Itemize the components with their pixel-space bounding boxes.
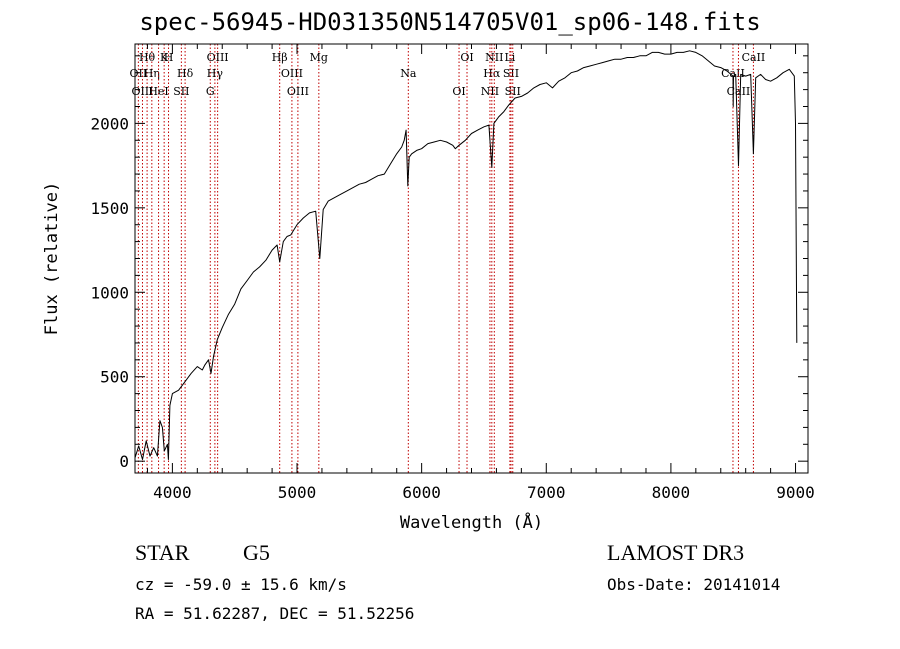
x-axis-label: Wavelength (Å) — [400, 511, 543, 533]
redshift-text: cz = -59.0 ± 15.6 km/s — [135, 575, 347, 594]
x-tick-label: 7000 — [527, 483, 566, 502]
object-class: STAR — [135, 540, 190, 565]
spectral-line-label: Mg — [310, 51, 328, 64]
obs-date: Obs-Date: 20141014 — [607, 575, 781, 594]
x-tick-label: 6000 — [402, 483, 441, 502]
spectral-line-label: OIII — [131, 85, 153, 98]
x-tick-label: 8000 — [652, 483, 691, 502]
spectral-line-label: CaII — [742, 51, 766, 64]
spectral-line-label: Hδ — [177, 67, 194, 80]
coordinates: RA = 51.62287, DEC = 51.52256 — [135, 604, 415, 623]
spectral-line-label: H — [164, 51, 174, 64]
y-tick-label: 1500 — [90, 199, 129, 218]
spectral-line-label: SII — [505, 85, 521, 98]
spectral-line-label: Li — [504, 51, 515, 64]
x-tick-label: 4000 — [153, 483, 192, 502]
spectral-line-label: K — [160, 51, 169, 64]
y-tick-label: 500 — [100, 368, 129, 387]
spectral-line-label: Hη — [144, 67, 160, 80]
y-tick-label: 2000 — [90, 114, 129, 133]
spectral-line-label: NII — [485, 51, 503, 64]
survey-name: LAMOST DR3 — [607, 540, 745, 565]
spectral-line-label: OIII — [281, 67, 303, 80]
spectral-line-label: OI — [460, 51, 473, 64]
spectral-line-label: OIII — [207, 51, 229, 64]
spectral-line-label: Hβ — [272, 51, 288, 64]
spectrum-series-line — [134, 50, 798, 460]
plot-frame — [134, 43, 809, 474]
x-tick-label: 9000 — [776, 483, 815, 502]
spectral-line-label: Hγ — [207, 67, 224, 80]
chart-title: spec-56945-HD031350N514705V01_sp06-148.f… — [139, 8, 761, 36]
x-tick-label: 5000 — [278, 483, 317, 502]
spectral-line-label: Na — [400, 67, 417, 80]
spectral-line-label: CaII — [727, 85, 751, 98]
y-axis-label: Flux (relative) — [42, 182, 62, 336]
spectral-line-label: Hθ — [139, 51, 156, 64]
spectral-line-label: SII — [173, 85, 189, 98]
spectral-line-label: G — [206, 85, 215, 98]
spectral-line-label: SII — [503, 67, 519, 80]
y-tick-label: 0 — [119, 452, 129, 471]
spectral-line-label: OIII — [287, 85, 309, 98]
spectral-line-label: HeI — [148, 85, 168, 98]
spectral-line-label: NII — [481, 85, 499, 98]
spectral-line-label: OI — [452, 85, 465, 98]
spectral-line-label: Hα — [483, 67, 501, 80]
y-tick-label: 1000 — [90, 283, 129, 302]
object-subclass: G5 — [243, 540, 270, 565]
